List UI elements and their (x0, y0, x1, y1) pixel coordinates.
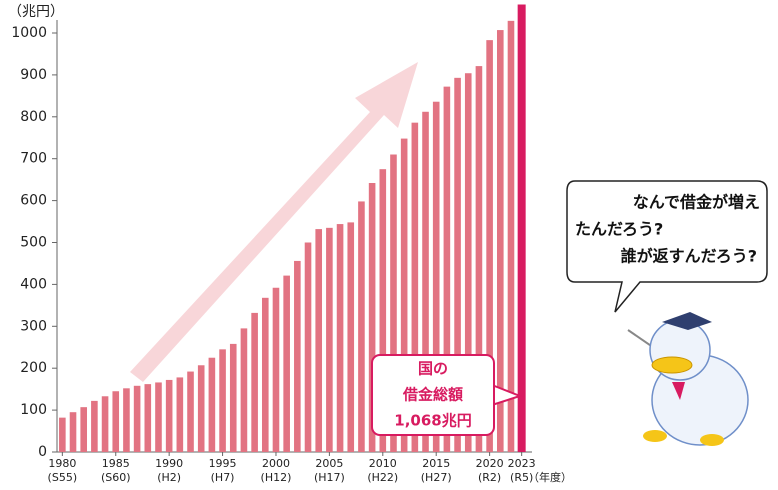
y-unit-label: （兆円） (8, 4, 64, 20)
bar (261, 297, 269, 452)
bar (517, 4, 526, 453)
x-tick-sublabel: (R5) (510, 471, 533, 484)
x-tick-label: 1995 (209, 457, 237, 470)
mascot (627, 312, 749, 446)
bar (347, 222, 355, 452)
bar (368, 183, 376, 452)
y-tick-label: 400 (20, 276, 47, 292)
y-tick-label: 200 (20, 360, 47, 376)
x-tick-sublabel: (S60) (101, 471, 131, 484)
bar (379, 169, 387, 453)
bubble-text: 誰が返すんだろう? (621, 247, 757, 266)
y-tick-label: 0 (38, 444, 47, 460)
x-tick-sublabel: (H2) (157, 471, 181, 484)
bar (475, 66, 483, 452)
y-tick-label: 1000 (11, 25, 47, 41)
x-tick-sublabel: (S55) (48, 471, 78, 484)
callout-text: 国の (418, 360, 448, 378)
bar (326, 227, 333, 452)
bubble-text: なんで借金が増え (633, 193, 760, 212)
x-tick-label: 2015 (422, 457, 450, 470)
speech-bubble (566, 180, 768, 313)
bar (69, 412, 77, 452)
x-tick-sublabel: (H27) (421, 471, 452, 484)
bar (144, 384, 152, 452)
bar (165, 379, 173, 452)
bar (240, 328, 248, 452)
bar (123, 388, 130, 452)
bar (91, 400, 98, 452)
y-tick-label: 500 (20, 235, 47, 251)
x-tick-sublabel: (H22) (367, 471, 398, 484)
bar (486, 40, 493, 453)
bar (358, 201, 365, 452)
bar (454, 77, 461, 452)
bar (336, 224, 344, 452)
x-tick-label: 2023 (508, 457, 536, 470)
x-tick-sublabel: (R2) (478, 471, 501, 484)
y-tick-label: 700 (20, 151, 47, 167)
y-tick-label: 100 (20, 402, 47, 418)
bar (112, 391, 120, 452)
x-tick-sublabel: (H12) (261, 471, 292, 484)
y-tick-label: 900 (20, 67, 47, 83)
bar (411, 122, 419, 452)
x-tick-label: 2000 (262, 457, 290, 470)
y-tick-label: 800 (20, 109, 47, 125)
bar (208, 357, 216, 452)
bar (59, 417, 66, 452)
y-tick-label: 300 (20, 318, 47, 334)
bar (229, 343, 237, 452)
bar (133, 385, 141, 452)
bar (304, 242, 312, 452)
bar (283, 275, 290, 452)
bar (155, 382, 162, 452)
bubble-text: たんだろう? (575, 220, 663, 239)
x-tick-label: 1985 (102, 457, 130, 470)
x-tick-label: 2005 (315, 457, 343, 470)
bar (176, 377, 184, 452)
callout-pointer (491, 383, 523, 407)
bar (101, 396, 109, 452)
trend-arrow (130, 62, 418, 382)
x-tick-label: 1980 (48, 457, 76, 470)
bar (464, 73, 472, 452)
bar (400, 138, 408, 452)
bar (390, 154, 397, 452)
y-tick-label: 600 (20, 193, 47, 209)
x-tick-sublabel: (H17) (314, 471, 345, 484)
bar (432, 101, 440, 452)
bar (187, 371, 194, 452)
x-tick-sublabel: (H7) (211, 471, 235, 484)
bar (80, 407, 88, 452)
bar (294, 260, 301, 452)
bar (219, 349, 226, 452)
x-unit-label: （年度） (528, 470, 572, 484)
x-tick-label: 2010 (369, 457, 397, 470)
bar (272, 287, 280, 452)
bar (507, 20, 515, 452)
bar (197, 365, 205, 452)
x-tick-label: 1990 (155, 457, 183, 470)
callout-text: 借金総額 (402, 386, 463, 404)
callout-box (371, 354, 495, 436)
bar (496, 30, 504, 453)
bar (251, 312, 258, 452)
bar (443, 86, 451, 452)
bar (315, 229, 323, 452)
x-tick-label: 2020 (476, 457, 504, 470)
callout-text: 1,068兆円 (394, 412, 471, 430)
bar (422, 111, 429, 452)
